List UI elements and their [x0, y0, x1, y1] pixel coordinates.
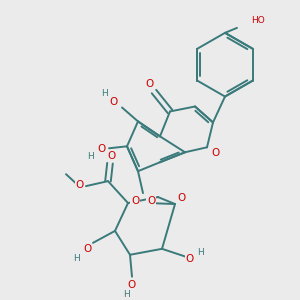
Text: O: O	[211, 148, 219, 158]
Text: O: O	[147, 196, 155, 206]
Text: O: O	[76, 180, 84, 190]
Text: O: O	[108, 151, 116, 161]
Text: O: O	[110, 97, 118, 106]
Text: O: O	[146, 79, 154, 88]
Text: H: H	[74, 254, 80, 263]
Text: H: H	[88, 152, 94, 161]
Text: O: O	[186, 254, 194, 264]
Text: O: O	[131, 196, 139, 206]
Text: O: O	[97, 144, 105, 154]
Text: O: O	[177, 193, 185, 203]
Text: O: O	[128, 280, 136, 290]
Text: HO: HO	[251, 16, 265, 26]
Text: H: H	[100, 89, 107, 98]
Text: H: H	[123, 290, 129, 299]
Text: O: O	[83, 244, 91, 254]
Text: H: H	[198, 248, 204, 257]
